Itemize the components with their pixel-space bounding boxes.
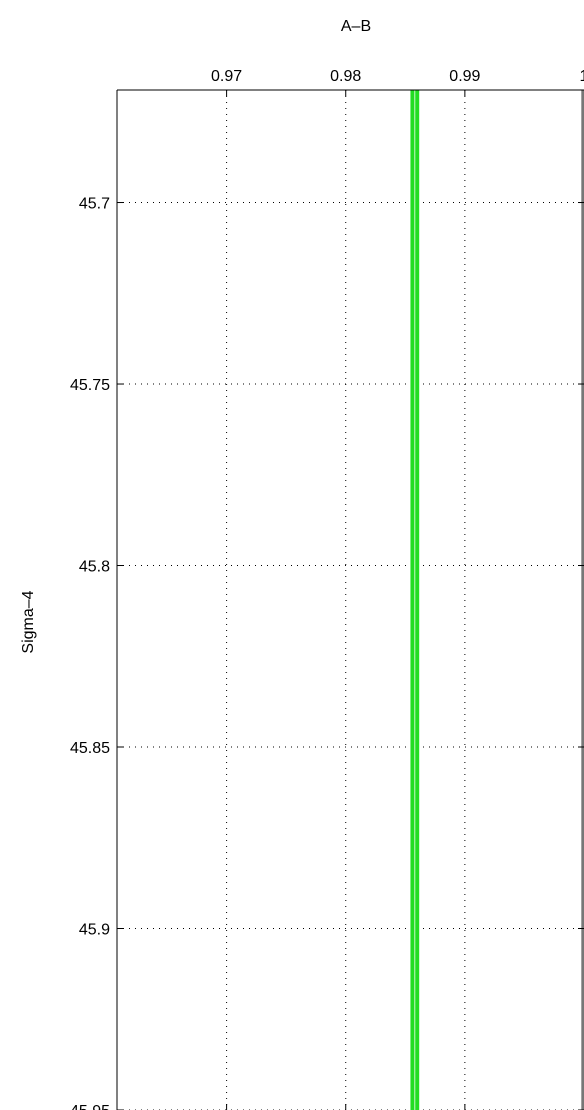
y-tick-label: 45.9: [79, 922, 110, 939]
axes: [116, 89, 584, 1110]
ticks: 0.97 0.98 0.99 1 45.7 45.75 45.8 45.85 45.9 45.95: [70, 68, 584, 1110]
x-tick-label: 0.97: [211, 68, 242, 85]
y-axis-label: Sigma–4: [20, 590, 37, 653]
x-tick-label: 0.99: [449, 68, 480, 85]
series-group: [410, 90, 584, 1110]
x-axis-label: A–B: [341, 18, 371, 35]
y-tick-label: 45.8: [79, 559, 110, 576]
y-tick-label: 45.75: [70, 377, 110, 394]
grid: [117, 90, 584, 1110]
y-tick-label: 45.85: [70, 740, 110, 757]
x-tick-label: 0.98: [330, 68, 361, 85]
x-tick-label: 1: [580, 68, 584, 85]
y-tick-label: 45.95: [70, 1103, 110, 1110]
y-tick-label: 45.7: [79, 196, 110, 213]
